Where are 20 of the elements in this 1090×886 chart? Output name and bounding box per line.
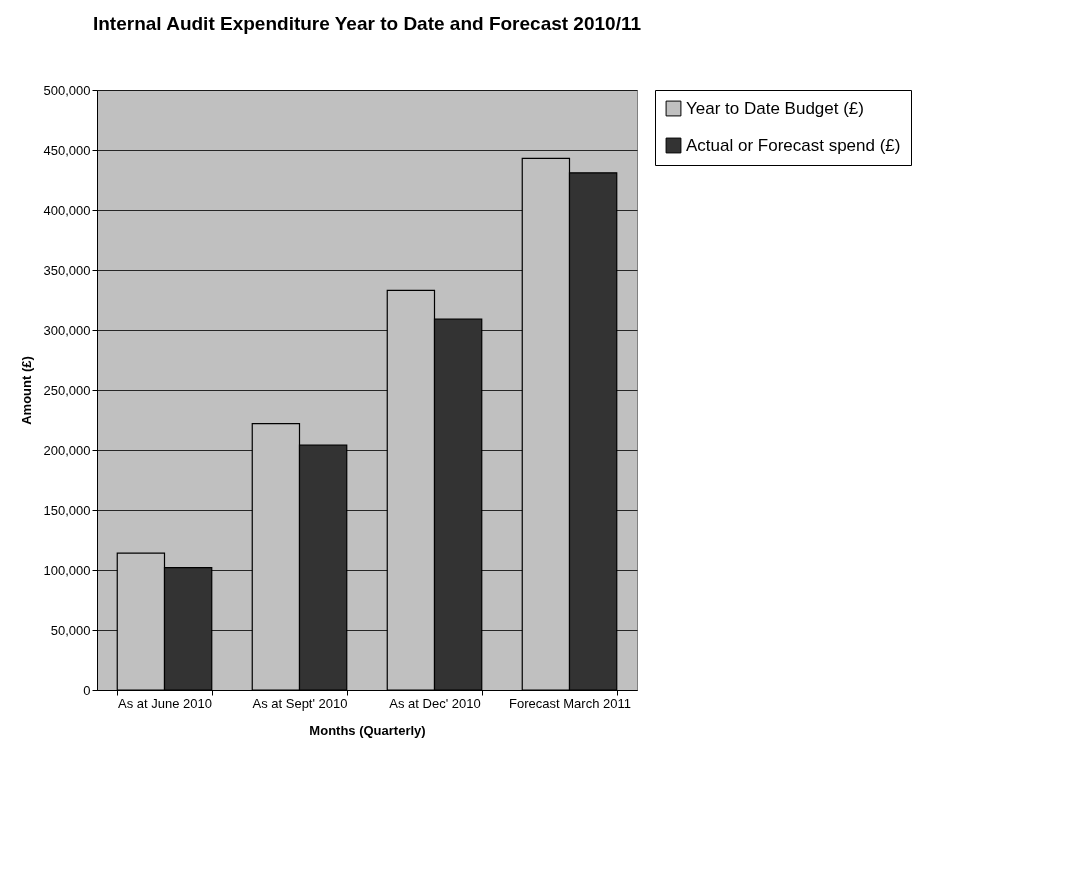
x-axis-title: Months (Quarterly) xyxy=(309,722,426,738)
x-tick-label: As at June 2010 xyxy=(118,695,212,711)
y-tick-label: 50,000 xyxy=(50,622,91,638)
y-tick-label: 300,000 xyxy=(43,322,91,338)
x-tick-label: As at Sept' 2010 xyxy=(252,695,348,711)
legend-label: Year to Date Budget (£) xyxy=(686,98,864,118)
legend-label: Actual or Forecast spend (£) xyxy=(686,135,901,155)
y-tick-label: 0 xyxy=(83,682,91,698)
chart-title: Internal Audit Expenditure Year to Date and Forecast 2010/11 xyxy=(92,13,642,34)
x-tick-label: As at Dec' 2010 xyxy=(389,695,481,711)
y-tick-label: 450,000 xyxy=(43,142,91,158)
y-tick-label: 500,000 xyxy=(43,82,91,98)
y-tick-label: 200,000 xyxy=(43,442,91,458)
y-tick-label: 250,000 xyxy=(43,382,91,398)
x-tick-label: Forecast March 2011 xyxy=(509,695,631,711)
y-tick-label: 100,000 xyxy=(43,562,91,578)
y-tick-label: 350,000 xyxy=(43,262,91,278)
y-axis-title: Amount (£) xyxy=(18,356,34,425)
y-tick-label: 150,000 xyxy=(43,502,91,518)
y-tick-label: 400,000 xyxy=(43,202,91,218)
